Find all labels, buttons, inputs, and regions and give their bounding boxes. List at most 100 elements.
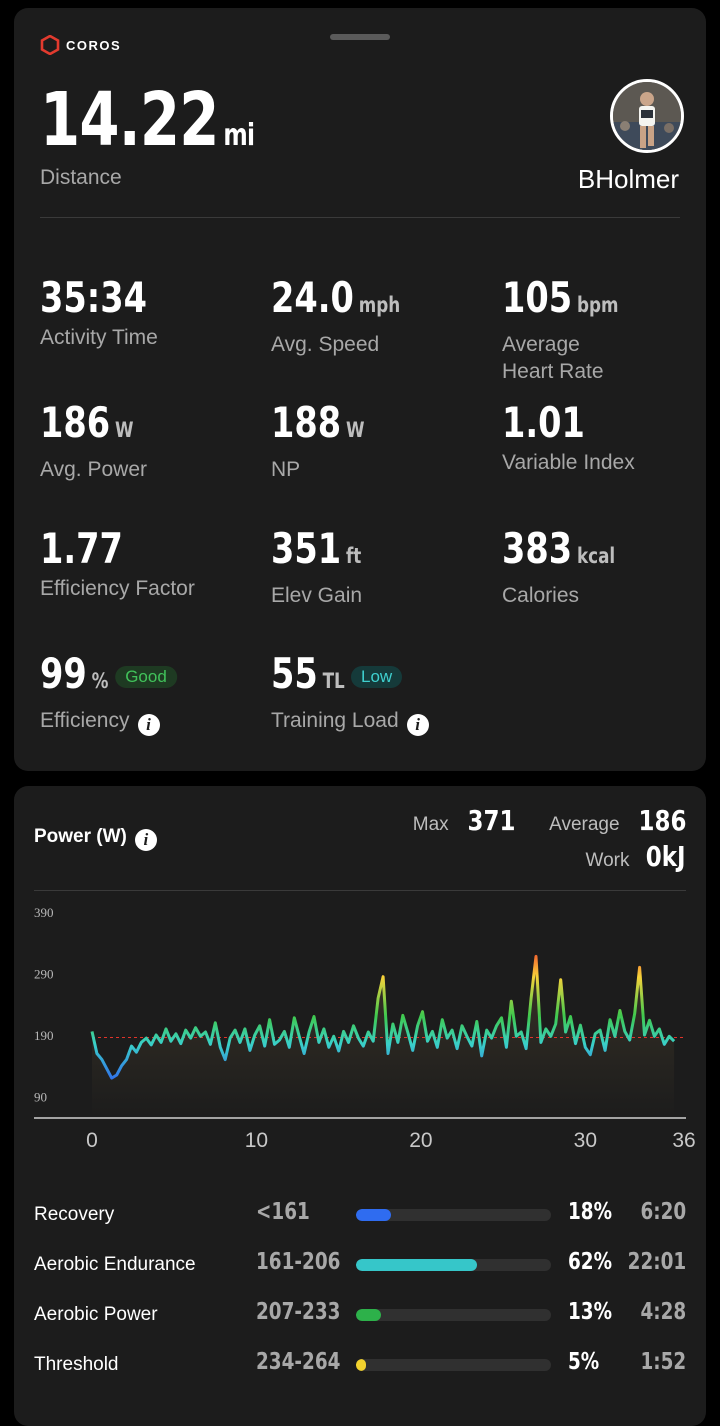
metric-unit: mph: [358, 293, 401, 317]
y-tick-label: 90: [34, 1089, 47, 1104]
zone-bar-fill: [356, 1209, 392, 1221]
zone-row: Aerobic Power 207-233 13% 4:28: [34, 1299, 686, 1329]
power-title: Power (W) i: [34, 826, 157, 851]
power-stats-work: Work 0kJ: [585, 840, 686, 873]
metric-label: Efficiency i: [40, 707, 260, 736]
x-tick-label: 30: [574, 1129, 597, 1152]
metric-unit: W: [114, 418, 134, 442]
activity-summary-card: COROS 14.22 mi Distance BHolmer 35:34 Act…: [14, 8, 706, 771]
metric-unit: bpm: [576, 293, 619, 317]
distance-label: Distance: [40, 166, 122, 189]
efficiency-badge: Good: [114, 666, 177, 688]
metric-label: Avg. Speed: [271, 333, 380, 356]
metric-elev-gain: 351 ft Elev Gain: [271, 525, 491, 609]
zone-bar: [356, 1259, 551, 1271]
zone-bar-fill: [356, 1309, 382, 1321]
username[interactable]: BHolmer: [577, 164, 679, 194]
zone-row: Threshold 234-264 5% 1:52: [34, 1349, 686, 1379]
zone-name: Aerobic Power: [34, 1304, 158, 1325]
metric-label: Training Load i: [271, 707, 491, 736]
metric-training-load: 55 TL Low Training Load i: [271, 650, 491, 736]
y-axis-ticks: 90 190 290 390: [34, 905, 54, 1104]
x-tick-label: 36: [672, 1129, 695, 1152]
metric-value: 1.01: [502, 398, 585, 447]
power-card: Power (W) i Max 371 Average 186 Work 0kJ …: [14, 786, 706, 1426]
drag-handle[interactable]: [330, 34, 390, 40]
brand-logo: COROS: [40, 35, 121, 55]
zone-time: 1:52: [640, 1349, 686, 1375]
info-icon[interactable]: i: [406, 713, 429, 736]
avatar[interactable]: [610, 79, 684, 153]
training-load-badge: Low: [351, 666, 403, 688]
y-tick-label: 290: [34, 967, 54, 982]
metric-value: 188 W: [271, 398, 365, 447]
zone-percent: 18%: [568, 1199, 613, 1225]
metric-unit: W: [345, 418, 365, 442]
metric-efficiency: 99% Good Efficiency i: [40, 650, 260, 736]
metric-unit: ft: [345, 544, 362, 568]
metric-value: 1.77: [40, 524, 123, 573]
x-tick-label: 0: [86, 1129, 98, 1152]
zone-bar: [356, 1309, 551, 1321]
zone-percent: 13%: [568, 1299, 613, 1325]
divider: [40, 217, 680, 218]
metric-value: 35:34: [40, 273, 147, 322]
metric-unit: %: [91, 669, 109, 693]
metric-label: NP: [271, 458, 301, 481]
max-label: Max: [412, 814, 449, 835]
power-chart: 90 190 290 390 0 10 20 30 36: [34, 905, 696, 1152]
zone-bar: [356, 1209, 551, 1221]
metric-np: 188 W NP: [271, 399, 491, 483]
metric-label: Calories: [502, 584, 580, 607]
zone-time: 6:20: [640, 1199, 686, 1225]
power-line: [90, 954, 676, 1080]
metric-value: 55 TL Low: [271, 650, 447, 705]
power-area: [92, 956, 675, 1118]
metric-label: Avg. Power: [40, 458, 147, 481]
metric-avg-power: 186 W Avg. Power: [40, 399, 260, 483]
x-tick-label: 10: [245, 1129, 268, 1152]
x-tick-label: 20: [409, 1129, 432, 1152]
zone-range: 234-264: [256, 1349, 341, 1375]
x-axis-ticks: 0 10 20 30 36: [86, 1129, 696, 1152]
zone-row: Recovery <161 18% 6:20: [34, 1199, 686, 1229]
zone-percent: 62%: [568, 1249, 613, 1275]
metric-label: Average Heart Rate: [502, 333, 604, 383]
metric-avg-speed: 24.0 mph Avg. Speed: [271, 274, 491, 358]
metric-value: 351 ft: [271, 524, 362, 573]
y-tick-label: 190: [34, 1028, 54, 1043]
zone-bar: [356, 1359, 551, 1371]
divider: [34, 890, 686, 891]
work-value: 0kJ: [646, 840, 686, 873]
zone-range: <161: [256, 1199, 310, 1225]
distance-unit: mi: [223, 118, 255, 153]
zone-percent: 5%: [568, 1349, 600, 1375]
average-label: Average: [549, 814, 620, 835]
zone-range: 207-233: [256, 1299, 341, 1325]
metric-avg-heart-rate: 105 bpm Average Heart Rate: [502, 274, 720, 385]
zone-time: 22:01: [627, 1249, 686, 1275]
work-label: Work: [585, 850, 630, 871]
zone-name: Threshold: [34, 1354, 119, 1375]
metric-label: Elev Gain: [271, 584, 363, 607]
max-value: 371: [467, 804, 516, 837]
metric-unit: TL: [322, 669, 345, 693]
brand-name: COROS: [66, 37, 122, 53]
metric-efficiency-factor: 1.77 Efficiency Factor: [40, 525, 260, 602]
metric-value: 99% Good: [40, 650, 216, 705]
metric-value: 24.0 mph: [271, 273, 401, 322]
metric-label: Efficiency Factor: [40, 577, 195, 600]
power-stats-max-avg: Max 371 Average 186: [413, 804, 686, 837]
zone-bar-fill: [356, 1259, 477, 1271]
info-icon[interactable]: i: [137, 713, 160, 736]
metric-label: Variable Index: [502, 451, 635, 474]
info-icon[interactable]: i: [134, 829, 157, 851]
average-value: 186: [638, 804, 686, 837]
zone-range: 161-206: [256, 1249, 341, 1275]
metric-value: 105 bpm: [502, 273, 619, 322]
athlete-photo: [613, 82, 681, 150]
zone-row: Aerobic Endurance 161-206 62% 22:01: [34, 1249, 686, 1279]
metric-activity-time: 35:34 Activity Time: [40, 274, 260, 351]
distance-value: 14.22 mi: [40, 77, 255, 163]
zone-name: Recovery: [34, 1204, 115, 1225]
